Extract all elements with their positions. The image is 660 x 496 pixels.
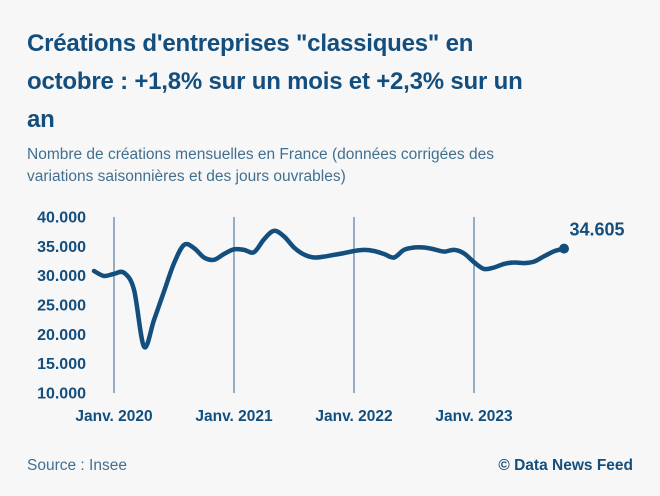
- y-tick-label: 40.000: [37, 210, 86, 227]
- line-chart-svg: Janv. 2020 Janv. 2021 Janv. 2022 Janv. 2023…: [37, 210, 624, 426]
- x-tick-label: Janv. 2022: [315, 408, 392, 425]
- end-point-dot: [559, 243, 569, 254]
- chart-description: Nombre de créations mensuelles en France…: [27, 144, 633, 187]
- chart-description-line-1: Nombre de créations mensuelles en France…: [27, 146, 494, 163]
- x-tick-label: Janv. 2023: [435, 408, 513, 425]
- x-tick-label: Janv. 2020: [75, 408, 152, 425]
- line-chart: Janv. 2020 Janv. 2021 Janv. 2022 Janv. 2023…: [0, 203, 660, 435]
- line-series: [91, 228, 567, 350]
- headline-line-3: an: [27, 106, 55, 133]
- headline-line-1: Créations d'entreprises "classiques" en: [27, 30, 474, 57]
- footer: Source : Insee © Data News Feed: [27, 456, 633, 476]
- chart-description-line-2: variations saisonnières et des jours ouv…: [27, 167, 346, 185]
- y-tick-label: 35.000: [37, 239, 86, 256]
- end-value-label: 34.605: [569, 220, 624, 240]
- y-tick-label: 15.000: [37, 356, 86, 373]
- y-tick-label: 10.000: [37, 386, 86, 403]
- x-tick-label: Janv. 2021: [195, 408, 273, 425]
- credit-label: © Data News Feed: [498, 457, 633, 474]
- source-label: Source : Insee: [27, 457, 127, 474]
- y-tick-label: 20.000: [37, 327, 86, 344]
- y-tick-label: 30.000: [37, 268, 86, 285]
- headline: Créations d'entreprises "classiques" en …: [27, 25, 634, 139]
- headline-line-2: octobre : +1,8% sur un mois et +2,3% sur…: [27, 68, 523, 95]
- y-tick-label: 25.000: [37, 298, 86, 315]
